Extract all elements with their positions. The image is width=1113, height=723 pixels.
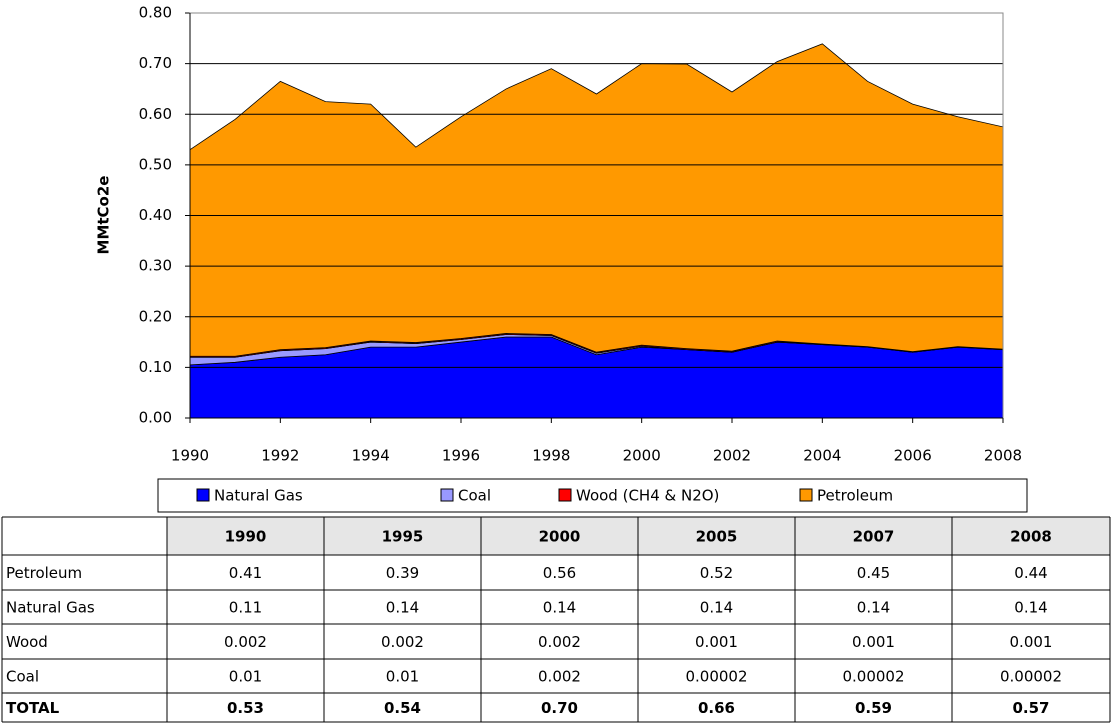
table-row-label: Wood [6,633,48,651]
table-cell: 0.14 [700,599,733,617]
table-cell: 0.53 [227,699,264,717]
table-column-header: 1990 [225,528,267,546]
table-cell: 0.002 [538,668,581,686]
table-cell: 0.001 [695,633,738,651]
y-tick-label: 0.40 [139,206,172,224]
x-tick-label: 1998 [532,447,570,465]
table-column-header: 2000 [539,528,581,546]
table-cell: 0.001 [852,633,895,651]
table-cell: 0.00002 [842,668,904,686]
x-tick-label: 2000 [623,447,661,465]
table-cell: 0.44 [1014,564,1047,582]
table-cell: 0.59 [855,699,892,717]
table-cell: 0.66 [698,699,735,717]
x-tick-label: 2006 [894,447,932,465]
x-tick-label: 2008 [984,447,1022,465]
y-tick-label: 0.20 [139,307,172,325]
table-cell: 0.14 [1014,599,1047,617]
table-row-label: Natural Gas [6,599,95,617]
table-cell: 0.70 [541,699,578,717]
table-cell: 0.39 [386,564,419,582]
x-tick-label: 2004 [803,447,841,465]
legend-label: Wood (CH4 & N2O) [576,487,719,505]
y-tick-label: 0.50 [139,155,172,173]
table-cell: 0.00002 [1000,668,1062,686]
table-column-header: 1995 [382,528,424,546]
table-cell: 0.56 [543,564,576,582]
table-cell: 0.11 [229,599,262,617]
table-cell: 0.01 [386,668,419,686]
legend-swatch [440,488,454,502]
y-tick-label: 0.10 [139,358,172,376]
legend-swatch [799,488,813,502]
x-tick-label: 1990 [171,447,209,465]
table-cell: 0.57 [1012,699,1049,717]
table-cell: 0.54 [384,699,421,717]
legend-swatch [196,488,210,502]
table-cell: 0.41 [229,564,262,582]
y-tick-label: 0.60 [139,105,172,123]
legend-label: Natural Gas [214,487,303,505]
y-tick-label: 0.80 [139,4,172,22]
table-column-header: 2007 [853,528,895,546]
table-cell: 0.14 [857,599,890,617]
legend-label: Coal [458,487,491,505]
table-cell: 0.14 [543,599,576,617]
table-row-label: Petroleum [6,564,82,582]
x-tick-label: 1992 [261,447,299,465]
table-cell: 0.002 [381,633,424,651]
x-tick-label: 2002 [713,447,751,465]
table-column-header: 2005 [696,528,738,546]
y-axis-label: MMtCo2e [95,176,113,255]
table-cell: 0.001 [1010,633,1053,651]
y-tick-label: 0.70 [139,54,172,72]
legend-swatch [558,488,572,502]
area [189,43,1004,357]
x-tick-label: 1996 [442,447,480,465]
x-tick-label: 1994 [352,447,390,465]
table-cell: 0.52 [700,564,733,582]
table-cell: 0.00002 [685,668,747,686]
legend-box [157,478,1028,513]
table-column-header: 2008 [1010,528,1052,546]
table-cell: 0.002 [224,633,267,651]
table-row-label: TOTAL [6,699,60,717]
table-cell: 0.002 [538,633,581,651]
legend-label: Petroleum [817,487,893,505]
table-cell: 0.45 [857,564,890,582]
y-tick-label: 0.00 [139,409,172,427]
table-cell: 0.14 [386,599,419,617]
table-row-label: Coal [6,668,39,686]
y-tick-label: 0.30 [139,257,172,275]
table-cell: 0.01 [229,668,262,686]
